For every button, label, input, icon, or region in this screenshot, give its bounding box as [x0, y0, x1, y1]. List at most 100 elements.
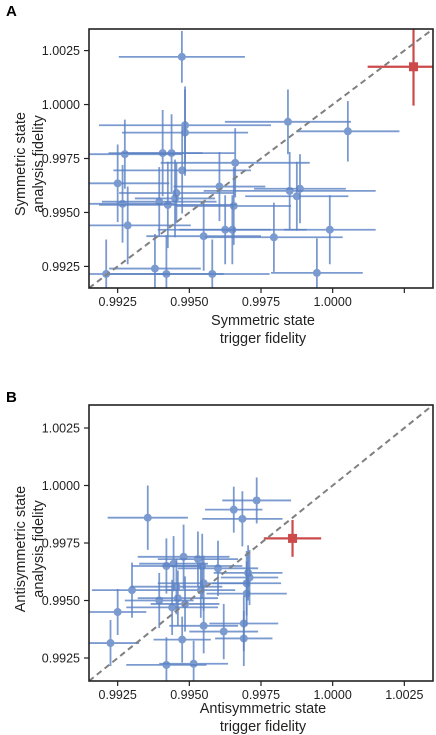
panel-b-y-label-line-2: analysis fidelity	[31, 499, 47, 597]
measurement-point	[154, 239, 270, 288]
measurement-point	[108, 114, 235, 192]
average-marker	[288, 533, 298, 543]
y-tick-label: 0.9950	[42, 206, 80, 220]
measurement-marker	[193, 555, 202, 564]
measurement-point	[130, 559, 223, 615]
measurement-point	[203, 152, 376, 230]
y-tick-label: 0.9950	[42, 594, 80, 608]
measurement-marker	[178, 166, 187, 175]
measurement-point	[118, 30, 245, 83]
measurement-marker	[214, 564, 222, 573]
y-tick-label: 0.9925	[42, 652, 80, 666]
measurement-marker	[106, 639, 115, 648]
x-tick-label: 0.9925	[99, 295, 137, 309]
measurement-point	[89, 589, 147, 635]
y-tick-label: 1.0000	[42, 479, 80, 493]
measurement-marker	[178, 635, 187, 644]
measurement-point	[89, 186, 191, 265]
measurement-marker	[239, 634, 248, 643]
measurement-marker	[155, 596, 164, 605]
measurement-marker	[163, 200, 172, 209]
measurement-marker	[199, 621, 208, 630]
measurement-marker	[231, 158, 240, 167]
measurement-marker	[150, 264, 159, 273]
measurement-point	[222, 477, 292, 524]
measurement-marker	[343, 127, 352, 136]
average-point	[367, 29, 433, 106]
panel-a-x-label-line-2: trigger fidelity	[220, 331, 307, 347]
x-tick-label: 0.9975	[242, 295, 280, 309]
y-tick-label: 1.0025	[42, 422, 80, 436]
measurement-marker	[171, 194, 179, 203]
panel-a: A Symmetric state trigger fidelity Symme…	[6, 3, 434, 347]
measurement-marker	[123, 221, 132, 230]
measurement-point	[283, 195, 376, 265]
measurement-marker	[120, 150, 129, 159]
panel-b-y-label-line-1: Antisymmetric state	[13, 486, 29, 613]
measurement-marker	[143, 513, 152, 522]
measurement-point	[296, 101, 400, 162]
x-tick-label: 1.0000	[314, 688, 352, 702]
x-tick-label: 0.9950	[170, 688, 208, 702]
measurement-point	[205, 486, 263, 533]
measurement-marker	[285, 186, 294, 195]
plot-area	[89, 29, 433, 288]
measurement-marker	[113, 608, 122, 616]
average-point	[263, 520, 322, 557]
measurement-point	[206, 561, 287, 626]
measurement-point	[205, 202, 343, 272]
measurement-point	[89, 620, 140, 667]
panel-a-y-label-line-1: Symmetric state	[13, 112, 29, 216]
diagonal-reference-line	[89, 405, 433, 681]
measurement-point	[220, 549, 279, 606]
average-marker	[409, 62, 419, 72]
measurement-marker	[269, 233, 278, 242]
measurement-marker	[177, 52, 186, 61]
x-tick-label: 0.9975	[242, 688, 280, 702]
y-tick-label: 1.0000	[42, 98, 80, 112]
measurement-marker	[229, 201, 238, 210]
measurement-point	[89, 144, 170, 223]
panel-a-x-label-line-1: Symmetric state	[211, 313, 315, 329]
y-tick-label: 0.9975	[42, 152, 80, 166]
x-tick-label: 0.9950	[170, 295, 208, 309]
measurement-point	[153, 616, 211, 663]
measurement-point	[132, 538, 201, 594]
measurement-point	[89, 164, 175, 243]
x-tick-label: 0.9925	[99, 688, 137, 702]
panel-a-label: A	[6, 3, 17, 20]
y-tick-label: 0.9975	[42, 537, 80, 551]
measurement-point	[159, 640, 229, 681]
measurement-point	[107, 485, 188, 550]
measurement-marker	[238, 514, 247, 523]
measurement-marker	[162, 562, 171, 570]
measurement-marker	[168, 603, 177, 612]
panel-b-x-label-line-2: trigger fidelity	[220, 719, 307, 735]
measurement-point	[254, 154, 346, 224]
measurement-point	[245, 161, 349, 231]
measurement-point	[146, 201, 261, 271]
measurement-marker	[325, 225, 334, 234]
panel-a-y-label-line-2: analysis fidelity	[31, 114, 47, 212]
x-tick-label: 1.0000	[314, 295, 352, 309]
measurement-marker	[221, 225, 230, 234]
measurement-point	[202, 491, 283, 547]
measurement-marker	[242, 589, 251, 598]
measurement-marker	[283, 117, 292, 126]
plot-area	[89, 405, 433, 681]
measurement-point	[157, 531, 239, 587]
measurement-point	[99, 161, 237, 249]
measurement-marker	[128, 586, 136, 595]
measurement-marker	[162, 660, 171, 669]
y-tick-label: 0.9925	[42, 260, 80, 274]
measurement-point	[113, 127, 251, 214]
measurement-point	[179, 195, 272, 265]
measurement-point	[271, 238, 363, 288]
measurement-marker	[292, 192, 301, 201]
panel-b-x-label-line-1: Antisymmetric state	[200, 701, 327, 717]
measurement-marker	[229, 505, 238, 514]
measurement-marker	[312, 268, 321, 277]
measurement-marker	[199, 232, 208, 241]
panel-b: B Antisymmetric state trigger fidelity A…	[6, 389, 434, 735]
